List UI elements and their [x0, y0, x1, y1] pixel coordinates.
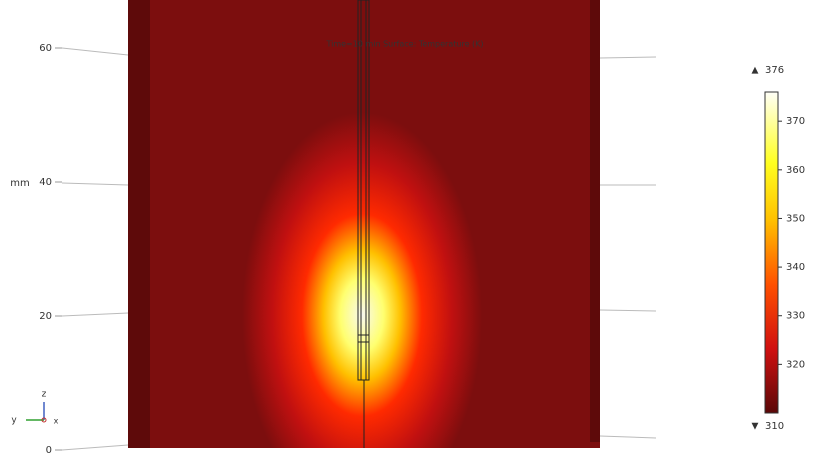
colorbar-tick-label: 350	[786, 213, 805, 224]
frame-lines	[61, 47, 657, 451]
z-axis: 0 20 40 60	[39, 43, 62, 456]
domain-right-face	[590, 0, 600, 442]
z-tick-label: 20	[39, 311, 52, 322]
axis-triad: z y x	[11, 390, 58, 426]
domain-left-face	[128, 0, 150, 448]
z-tick-label: 0	[46, 445, 52, 456]
triad-x: x	[54, 417, 59, 426]
z-tick-label: 60	[39, 43, 52, 54]
axis-unit: mm	[10, 178, 29, 189]
probe	[357, 0, 370, 381]
colorbar-tick-label: 320	[786, 359, 805, 370]
triad-z: z	[42, 390, 47, 400]
plot-title: Time=10 min Surface: Temperature (K)	[325, 40, 483, 49]
colorbar-tick-label: 340	[786, 262, 805, 273]
colorbar-min: 310	[765, 421, 784, 432]
triad-y: y	[11, 416, 17, 426]
colorbar-tick-label: 360	[786, 165, 805, 176]
colorbar-ticks: 320 330 340 350 360 370	[778, 116, 805, 370]
temperature-field	[150, 0, 590, 448]
min-marker: ▼	[752, 422, 759, 432]
colorbar-max: 376	[765, 65, 784, 76]
colorbar	[764, 91, 779, 414]
max-marker: ▲	[752, 66, 759, 76]
z-tick-label: 40	[39, 177, 52, 188]
colorbar-tick-label: 370	[786, 116, 805, 127]
colorbar-tick-label: 330	[786, 311, 805, 322]
